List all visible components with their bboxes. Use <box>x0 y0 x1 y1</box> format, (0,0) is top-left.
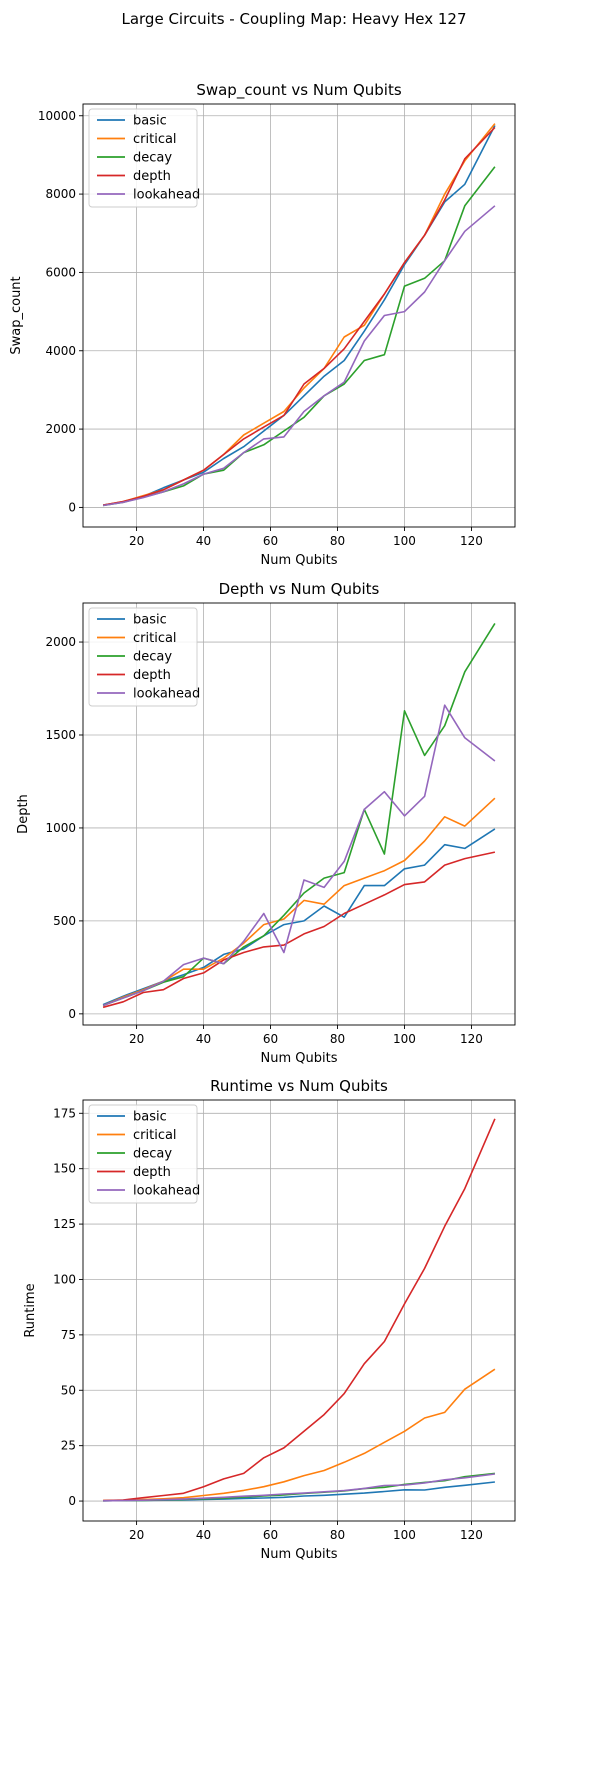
y-tick-label: 125 <box>53 1217 76 1231</box>
legend-box <box>88 1104 198 1204</box>
x-axis-label: Num Qubits <box>261 1051 338 1066</box>
y-tick-label: 50 <box>61 1383 76 1397</box>
series-line-basic <box>102 828 496 1006</box>
y-tick-label: 100 <box>53 1272 76 1286</box>
x-tick-label: 80 <box>330 1032 345 1046</box>
y-tick-label: 175 <box>53 1106 76 1120</box>
x-tick-label: 60 <box>263 534 278 548</box>
y-tick-label: 500 <box>53 914 76 928</box>
chart-panel-1: Swap_count vs Num Qubits 20 40 60 80 100 120 0 2… <box>9 81 516 568</box>
legend-label-lookahead: lookahead <box>133 687 200 702</box>
y-tick-label: 1500 <box>45 728 76 742</box>
legend: basic critical decay depth lookahead <box>88 607 200 707</box>
x-tick-label: 120 <box>460 1528 483 1542</box>
y-tick-label: 75 <box>61 1328 76 1342</box>
y-tick-label: 2000 <box>45 635 76 649</box>
y-tick-label: 0 <box>68 1494 76 1508</box>
x-tick-label: 100 <box>393 1528 416 1542</box>
x-tick-label: 100 <box>393 534 416 548</box>
legend-box <box>88 108 198 208</box>
y-tick-label: 4000 <box>45 344 76 358</box>
y-axis-label: Swap_count <box>9 276 24 354</box>
legend-label-depth: depth <box>133 169 171 184</box>
legend-label-depth: depth <box>133 1165 171 1180</box>
plot-frame <box>82 1099 516 1522</box>
y-tick-label: 2000 <box>45 422 76 436</box>
y-tick-label: 0 <box>68 500 76 514</box>
figure-suptitle: Large Circuits - Coupling Map: Heavy Hex… <box>121 10 466 28</box>
y-tick-label: 0 <box>68 1007 76 1021</box>
series-line-critical <box>102 797 496 1007</box>
x-tick-label: 120 <box>460 1032 483 1046</box>
legend-label-lookahead: lookahead <box>133 188 200 203</box>
legend-label-decay: decay <box>133 151 172 166</box>
legend-box <box>88 607 198 707</box>
plot-frame <box>82 103 516 528</box>
series-line-lookahead <box>102 205 496 507</box>
series-line-lookahead <box>102 704 496 1007</box>
legend-label-decay: decay <box>133 1147 172 1162</box>
legend-label-basic: basic <box>133 114 167 129</box>
legend-label-lookahead: lookahead <box>133 1184 200 1199</box>
chart-title: Depth vs Num Qubits <box>219 580 380 598</box>
chart-panel-2: Depth vs Num Qubits 20 40 60 80 100 120 0 500 100… <box>16 580 516 1066</box>
y-tick-label: 150 <box>53 1162 76 1176</box>
y-tick-label: 25 <box>61 1439 76 1453</box>
x-tick-label: 80 <box>330 1528 345 1542</box>
legend-label-depth: depth <box>133 668 171 683</box>
x-tick-label: 100 <box>393 1032 416 1046</box>
chart-title: Swap_count vs Num Qubits <box>196 81 402 100</box>
legend: basic critical decay depth lookahead <box>88 108 200 208</box>
x-tick-label: 20 <box>129 1032 144 1046</box>
x-axis-label: Num Qubits <box>261 1547 338 1562</box>
legend: basic critical decay depth lookahead <box>88 1104 200 1204</box>
y-axis-label: Runtime <box>23 1283 38 1337</box>
series-line-decay <box>102 622 496 1007</box>
y-axis-label: Depth <box>16 794 31 834</box>
legend-label-basic: basic <box>133 613 167 628</box>
x-tick-label: 60 <box>263 1032 278 1046</box>
y-tick-label: 6000 <box>45 265 76 279</box>
y-tick-label: 8000 <box>45 187 76 201</box>
legend-label-critical: critical <box>133 132 177 147</box>
x-tick-label: 60 <box>263 1528 278 1542</box>
series-line-lookahead <box>103 1473 496 1502</box>
x-tick-label: 80 <box>330 534 345 548</box>
series-line-depth <box>103 1118 496 1502</box>
x-tick-label: 120 <box>460 534 483 548</box>
legend-label-decay: decay <box>133 650 172 665</box>
series-line-depth <box>102 851 496 1009</box>
chart-panel-3: Runtime vs Num Qubits 20 40 60 80 100 120 0 25 50… <box>23 1077 516 1562</box>
x-tick-label: 20 <box>129 534 144 548</box>
chart-title: Runtime vs Num Qubits <box>210 1077 388 1095</box>
y-tick-label: 1000 <box>45 821 76 835</box>
x-tick-label: 40 <box>196 534 211 548</box>
x-axis-label: Num Qubits <box>261 553 338 568</box>
series-line-critical <box>103 1368 496 1502</box>
x-tick-label: 40 <box>196 1032 211 1046</box>
legend-label-critical: critical <box>133 631 177 646</box>
plot-frame <box>82 602 516 1026</box>
series-line-depth <box>102 126 496 506</box>
x-tick-label: 20 <box>129 1528 144 1542</box>
legend-label-critical: critical <box>133 1128 177 1143</box>
x-tick-label: 40 <box>196 1528 211 1542</box>
legend-label-basic: basic <box>133 1110 167 1125</box>
series-line-basic <box>103 1481 495 1502</box>
y-tick-label: 10000 <box>38 109 76 123</box>
